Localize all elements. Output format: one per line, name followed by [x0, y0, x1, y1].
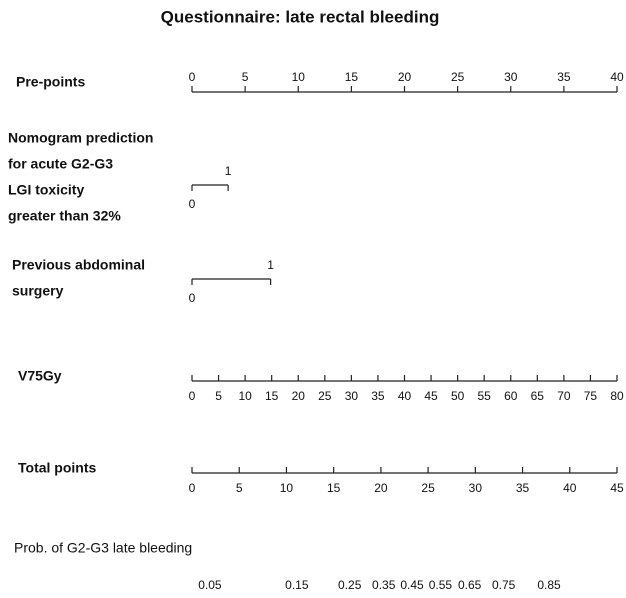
row-label: Nomogram prediction [8, 130, 153, 146]
tick-label: 0 [189, 481, 196, 495]
tick-label: 35 [371, 389, 385, 403]
tick-label: 30 [504, 70, 518, 84]
tick-label: 15 [327, 481, 341, 495]
tick-label: 20 [374, 481, 388, 495]
tick-label: 20 [398, 70, 412, 84]
tick-label: 25 [421, 481, 435, 495]
tick-label: 20 [292, 389, 306, 403]
tick-label: 5 [236, 481, 243, 495]
level-label: 1 [267, 258, 274, 272]
prob-label: 0.75 [492, 578, 516, 592]
tick-label: 5 [215, 389, 222, 403]
tick-label: 40 [563, 481, 577, 495]
tick-label: 40 [398, 389, 412, 403]
row-label: Pre-points [16, 74, 85, 90]
chart-title: Questionnaire: late rectal bleeding [161, 7, 440, 26]
tick-label: 55 [478, 389, 492, 403]
tick-label: 0 [189, 70, 196, 84]
tick-label: 25 [318, 389, 332, 403]
tick-label: 70 [557, 389, 571, 403]
tick-label: 10 [238, 389, 252, 403]
prob-label: 0.35 [372, 578, 396, 592]
tick-label: 80 [610, 389, 624, 403]
tick-label: 5 [242, 70, 249, 84]
prob-label: 0.15 [285, 578, 309, 592]
tick-label: 65 [531, 389, 545, 403]
prob-label: 0.45 [400, 578, 424, 592]
tick-label: 60 [504, 389, 518, 403]
tick-label: 15 [265, 389, 279, 403]
tick-label: 10 [292, 70, 306, 84]
prob-label: 0.55 [429, 578, 453, 592]
row-label: surgery [12, 283, 64, 299]
tick-label: 30 [469, 481, 483, 495]
tick-label: 10 [280, 481, 294, 495]
tick-label: 50 [451, 389, 465, 403]
prob-label: 0.85 [537, 578, 561, 592]
tick-label: 75 [584, 389, 598, 403]
row-label: Total points [18, 460, 96, 476]
prob-label: 0.05 [198, 578, 222, 592]
prob-label: 0.65 [458, 578, 482, 592]
row-label: LGI toxicity [8, 182, 84, 198]
level-label: 0 [189, 291, 196, 305]
prob-label: 0.25 [338, 578, 362, 592]
tick-label: 0 [189, 389, 196, 403]
tick-label: 45 [610, 481, 624, 495]
tick-label: 25 [451, 70, 465, 84]
tick-label: 45 [424, 389, 438, 403]
row-label: for acute G2-G3 [8, 156, 113, 172]
row-label: Prob. of G2-G3 late bleeding [14, 540, 192, 556]
row-label: V75Gy [18, 368, 62, 384]
tick-label: 40 [610, 70, 624, 84]
tick-label: 35 [557, 70, 571, 84]
tick-label: 30 [345, 389, 359, 403]
row-label: greater than 32% [8, 208, 121, 224]
tick-label: 35 [516, 481, 530, 495]
level-label: 1 [225, 164, 232, 178]
tick-label: 15 [345, 70, 359, 84]
row-label: Previous abdominal [12, 257, 145, 273]
level-label: 0 [189, 197, 196, 211]
